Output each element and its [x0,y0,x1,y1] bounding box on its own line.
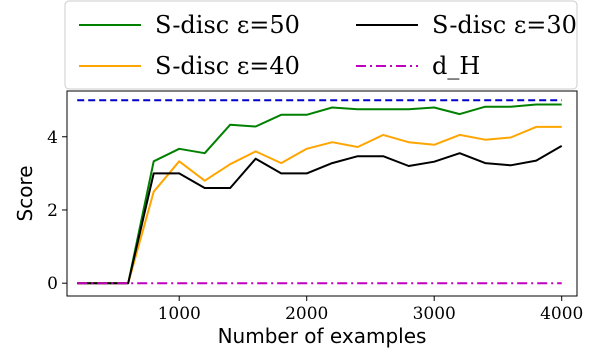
series-line-1 [77,125,562,285]
legend-frame [64,0,578,90]
y-tick-label: 2 [47,201,58,221]
x-axis-label: Number of examples [218,324,427,348]
legend: S-disc ε=50 S-disc ε=30 S-disc ε=40 d_H [64,0,578,90]
y-tick-label: 0 [47,274,58,294]
x-tick-label: 4000 [540,304,583,324]
legend-label-s-disc-eps-50: S-disc ε=50 [155,11,300,39]
series-line-2 [77,145,563,285]
legend-label-s-disc-eps-40: S-disc ε=40 [155,52,300,80]
plot-frame [66,90,578,297]
x-tick-label: 3000 [413,304,456,324]
y-axis-label: Score [13,165,37,221]
series-line-0 [77,103,562,285]
legend-label-s-disc-eps-30: S-disc ε=30 [432,11,577,39]
x-tick-label: 2000 [285,304,328,324]
x-axis-ticks: 1000 2000 3000 4000 [158,296,583,324]
legend-label-d-h: d_H [432,52,480,80]
x-tick-label: 1000 [158,304,201,324]
series-layer [77,99,563,285]
y-axis-ticks: 0 2 4 [47,128,67,294]
y-tick-label: 4 [47,128,58,148]
